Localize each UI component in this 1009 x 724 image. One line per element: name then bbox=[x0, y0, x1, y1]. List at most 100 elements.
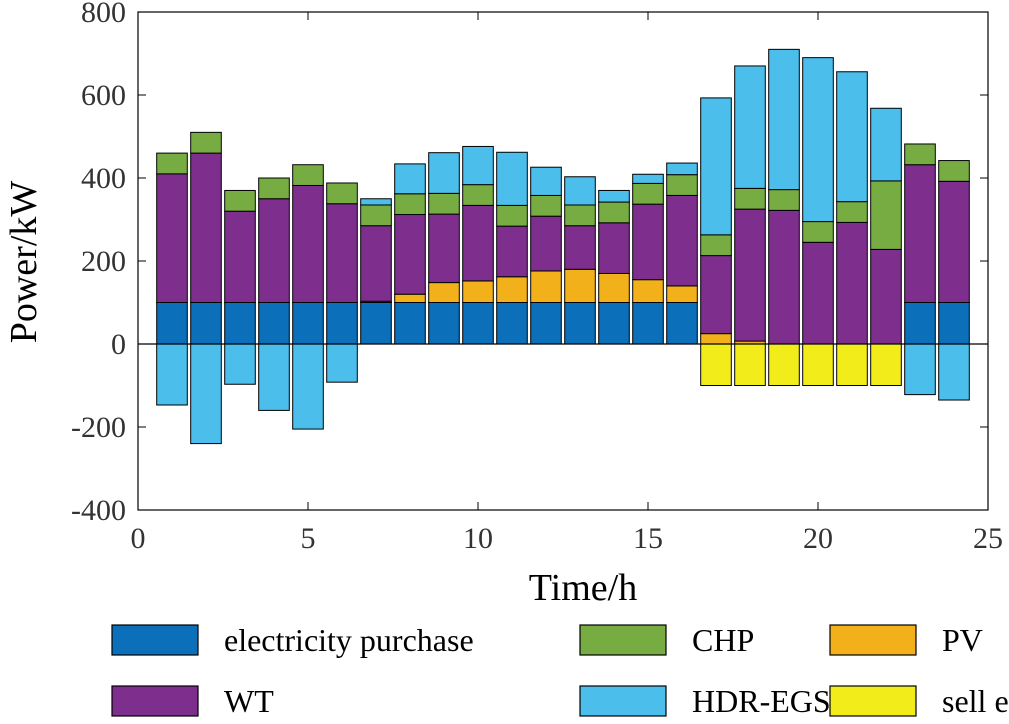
bar-wt-t14 bbox=[598, 222, 630, 274]
bar-hdr-egs-t24 bbox=[938, 343, 970, 401]
bar-chp-t16 bbox=[666, 174, 698, 196]
bar-hdr-egs-t8 bbox=[394, 163, 426, 195]
bar-wt-t10 bbox=[462, 204, 494, 282]
y-tick-label-200: 200 bbox=[81, 245, 126, 278]
x-tick-label-20: 20 bbox=[803, 522, 833, 555]
bar-wt-t24 bbox=[938, 180, 970, 304]
bar-hdr-egs-t4 bbox=[258, 343, 290, 411]
bar-wt-t8 bbox=[394, 214, 426, 295]
x-tick-label-10: 10 bbox=[463, 522, 493, 555]
bar-chp-t17 bbox=[700, 234, 732, 257]
legend: electricity purchase CHP PV WT HDR-EGS sell e… bbox=[111, 622, 1009, 719]
bar-chp-t19 bbox=[768, 189, 800, 211]
bar-hdr-egs-t12 bbox=[530, 166, 562, 196]
bar-pv-t14 bbox=[598, 272, 630, 304]
y-tick-label--200: -200 bbox=[71, 411, 126, 444]
bar-wt-t7 bbox=[360, 225, 392, 302]
bar-hdr-egs-t5 bbox=[292, 343, 324, 430]
bar-electricity-purchase-t7 bbox=[360, 302, 392, 345]
y-axis-title: Power/kW bbox=[3, 181, 45, 344]
bar-pv-t11 bbox=[496, 276, 528, 303]
bar-electricity-purchase-t4 bbox=[258, 302, 290, 345]
y-tick-label-0: 0 bbox=[111, 328, 126, 361]
bar-wt-t13 bbox=[564, 225, 596, 270]
legend-label-hdr-egs: HDR-EGS bbox=[692, 683, 831, 719]
bar-hdr-egs-t3 bbox=[224, 343, 256, 385]
bar-hdr-egs-t14 bbox=[598, 189, 630, 203]
bar-chp-t1 bbox=[156, 152, 188, 175]
x-tick-label-5: 5 bbox=[301, 522, 316, 555]
bar-chp-t4 bbox=[258, 177, 290, 200]
y-tick-label-400: 400 bbox=[81, 162, 126, 195]
bar-hdr-egs-t11 bbox=[496, 151, 528, 206]
bar-hdr-egs-t17 bbox=[700, 97, 732, 236]
bar-hdr-egs-t9 bbox=[428, 152, 460, 194]
bar-pv-t16 bbox=[666, 285, 698, 303]
bar-sell-electricity-t18 bbox=[734, 343, 766, 386]
y-tick-label-800: 800 bbox=[81, 0, 126, 29]
bar-chp-t21 bbox=[836, 201, 868, 223]
legend-swatch-electricity-purchase bbox=[111, 624, 199, 656]
y-tick-label--400: -400 bbox=[71, 494, 126, 527]
bar-chp-t11 bbox=[496, 204, 528, 227]
bar-wt-t21 bbox=[836, 221, 868, 345]
bar-electricity-purchase-t24 bbox=[938, 302, 970, 345]
bar-wt-t5 bbox=[292, 184, 324, 303]
bar-wt-t23 bbox=[904, 164, 936, 303]
bar-electricity-purchase-t11 bbox=[496, 302, 528, 345]
bar-electricity-purchase-t9 bbox=[428, 302, 460, 345]
bar-hdr-egs-t6 bbox=[326, 343, 358, 383]
bar-wt-t11 bbox=[496, 225, 528, 278]
bar-wt-t17 bbox=[700, 255, 732, 335]
bar-pv-t17 bbox=[700, 333, 732, 345]
bar-electricity-purchase-t14 bbox=[598, 302, 630, 345]
legend-label-sell-electricity: sell electricity bbox=[942, 683, 1009, 719]
bar-wt-t12 bbox=[530, 215, 562, 272]
bar-hdr-egs-t10 bbox=[462, 145, 494, 186]
legend-swatch-hdr-egs bbox=[579, 685, 667, 717]
bar-wt-t18 bbox=[734, 208, 766, 342]
bar-hdr-egs-t16 bbox=[666, 162, 698, 176]
bars-group bbox=[156, 48, 970, 445]
legend-swatch-wt bbox=[111, 685, 199, 717]
bar-hdr-egs-t20 bbox=[802, 57, 834, 223]
bar-hdr-egs-t21 bbox=[836, 71, 868, 203]
bar-sell-electricity-t19 bbox=[768, 343, 800, 386]
x-tick-label-0: 0 bbox=[131, 522, 146, 555]
legend-swatch-pv bbox=[829, 624, 917, 656]
bar-chp-t22 bbox=[870, 180, 902, 250]
bar-electricity-purchase-t16 bbox=[666, 302, 698, 345]
bar-electricity-purchase-t23 bbox=[904, 302, 936, 345]
bar-electricity-purchase-t10 bbox=[462, 302, 494, 345]
bar-electricity-purchase-t5 bbox=[292, 302, 324, 345]
bar-wt-t15 bbox=[632, 203, 664, 281]
bar-hdr-egs-t1 bbox=[156, 343, 188, 406]
bar-chp-t18 bbox=[734, 187, 766, 210]
bar-chp-t23 bbox=[904, 143, 936, 166]
bar-chp-t12 bbox=[530, 194, 562, 217]
legend-swatch-chp bbox=[579, 624, 667, 656]
bar-chp-t14 bbox=[598, 201, 630, 224]
bar-chp-t3 bbox=[224, 189, 256, 212]
bar-hdr-egs-t13 bbox=[564, 176, 596, 206]
bar-hdr-egs-t23 bbox=[904, 343, 936, 396]
legend-swatch-sell-electricity bbox=[829, 685, 917, 717]
bar-pv-t9 bbox=[428, 282, 460, 303]
bar-chp-t9 bbox=[428, 192, 460, 215]
bar-wt-t22 bbox=[870, 248, 902, 345]
x-tick-label-25: 25 bbox=[973, 522, 1003, 555]
bar-wt-t2 bbox=[190, 152, 222, 303]
legend-label-chp: CHP bbox=[692, 622, 754, 658]
legend-label-pv: PV bbox=[942, 622, 983, 658]
bar-chp-t24 bbox=[938, 160, 970, 182]
bar-hdr-egs-t18 bbox=[734, 65, 766, 189]
bar-wt-t3 bbox=[224, 210, 256, 303]
bar-hdr-egs-t15 bbox=[632, 173, 664, 184]
bar-electricity-purchase-t3 bbox=[224, 302, 256, 345]
bar-electricity-purchase-t8 bbox=[394, 302, 426, 345]
x-axis-title: Time/h bbox=[529, 567, 637, 609]
bar-pv-t13 bbox=[564, 268, 596, 303]
bar-pv-t8 bbox=[394, 293, 426, 304]
bar-electricity-purchase-t12 bbox=[530, 302, 562, 345]
